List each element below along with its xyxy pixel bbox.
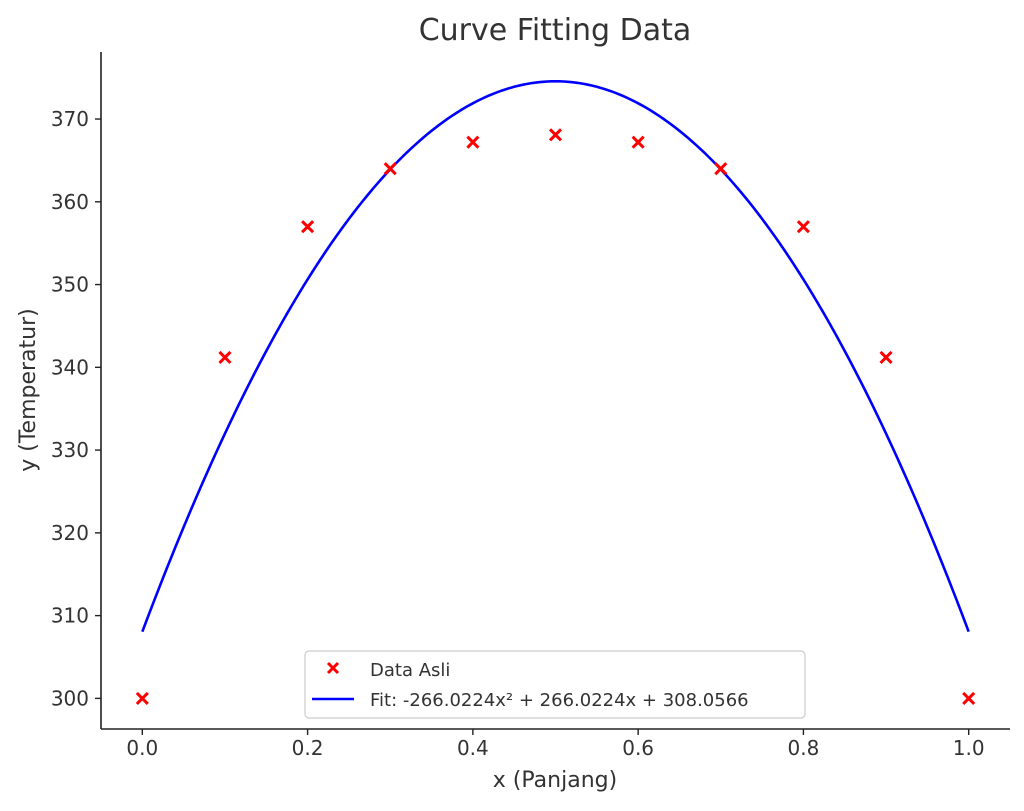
x-tick-label: 0.6: [622, 736, 654, 760]
y-tick-label: 340: [51, 355, 89, 379]
data-point: [135, 691, 149, 705]
data-point: [548, 128, 563, 142]
data-point: [383, 162, 397, 176]
y-tick-label: 350: [51, 273, 89, 297]
data-point: [714, 162, 728, 176]
legend-label-fit: Fit: -266.0224x² + 266.0224x + 308.0566: [370, 690, 749, 711]
x-tick-label: 0.2: [292, 736, 324, 760]
x-tick-label: 0.8: [788, 736, 820, 760]
data-point: [879, 350, 893, 364]
legend: Data Asli Fit: -266.0224x² + 266.0224x +…: [304, 650, 806, 719]
y-tick-label: 310: [51, 604, 89, 628]
legend-marker-x: [326, 661, 340, 675]
data-point: [466, 135, 480, 149]
chart-title: Curve Fitting Data: [419, 13, 692, 48]
y-axis-label: y (Temperatur): [16, 308, 41, 472]
y-tick-label: 360: [51, 190, 89, 214]
x-tick-label: 0.4: [457, 736, 489, 760]
y-tick-label: 370: [51, 107, 89, 131]
data-point: [218, 350, 232, 364]
y-tick-label: 300: [51, 686, 89, 710]
y-tick-label: 320: [51, 521, 89, 545]
data-point: [962, 691, 976, 705]
x-tick-label: 1.0: [953, 736, 985, 760]
data-point: [301, 220, 315, 234]
data-point: [631, 135, 645, 149]
data-point: [796, 220, 810, 234]
y-tick-label: 330: [51, 438, 89, 462]
legend-label-data: Data Asli: [370, 660, 450, 681]
x-tick-label: 0.0: [126, 736, 158, 760]
legend-box: [304, 650, 806, 719]
fit-curve: [141, 79, 970, 633]
x-axis-label: x (Panjang): [493, 768, 617, 793]
